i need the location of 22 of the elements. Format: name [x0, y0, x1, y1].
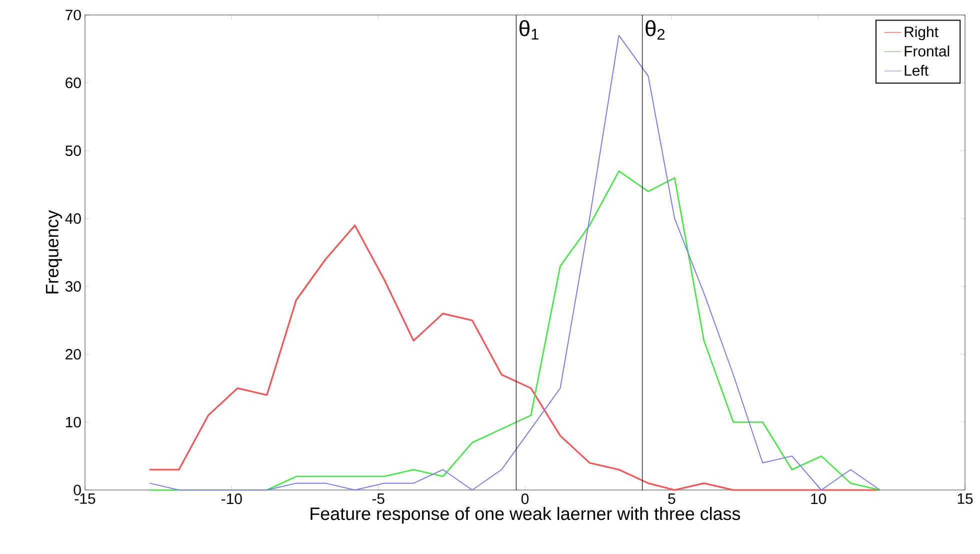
x-tick-label: -10	[222, 494, 242, 504]
x-tick-label: -5	[372, 494, 384, 504]
legend-label: Right	[904, 26, 938, 40]
y-tick-label: 10	[66, 416, 81, 428]
legend-label: Left	[904, 64, 928, 76]
y-tick-label: 0	[74, 484, 81, 496]
x-axis-title: Feature response of one weak laerner with three class	[310, 506, 740, 524]
legend-label: Frontal	[904, 46, 950, 57]
y-tick-label: 20	[66, 348, 81, 360]
ref-line-label: θ$_{2}$	[646, 20, 664, 40]
y-tick-label: 70	[66, 10, 81, 20]
x-tick-label: 15	[958, 494, 973, 504]
x-tick-label: -15	[74, 494, 96, 504]
y-tick-label: 40	[65, 213, 81, 224]
y-axis-title: Frequency	[46, 210, 62, 294]
y-tick-label: 60	[66, 78, 81, 88]
ref-line-label: θ$_{1}$	[520, 20, 538, 40]
y-tick-label: 30	[65, 281, 81, 292]
x-tick-label: 5	[668, 494, 676, 504]
x-tick-label: 0	[521, 494, 529, 504]
x-tick-label: 10	[811, 494, 826, 504]
y-tick-label: 50	[65, 145, 81, 156]
